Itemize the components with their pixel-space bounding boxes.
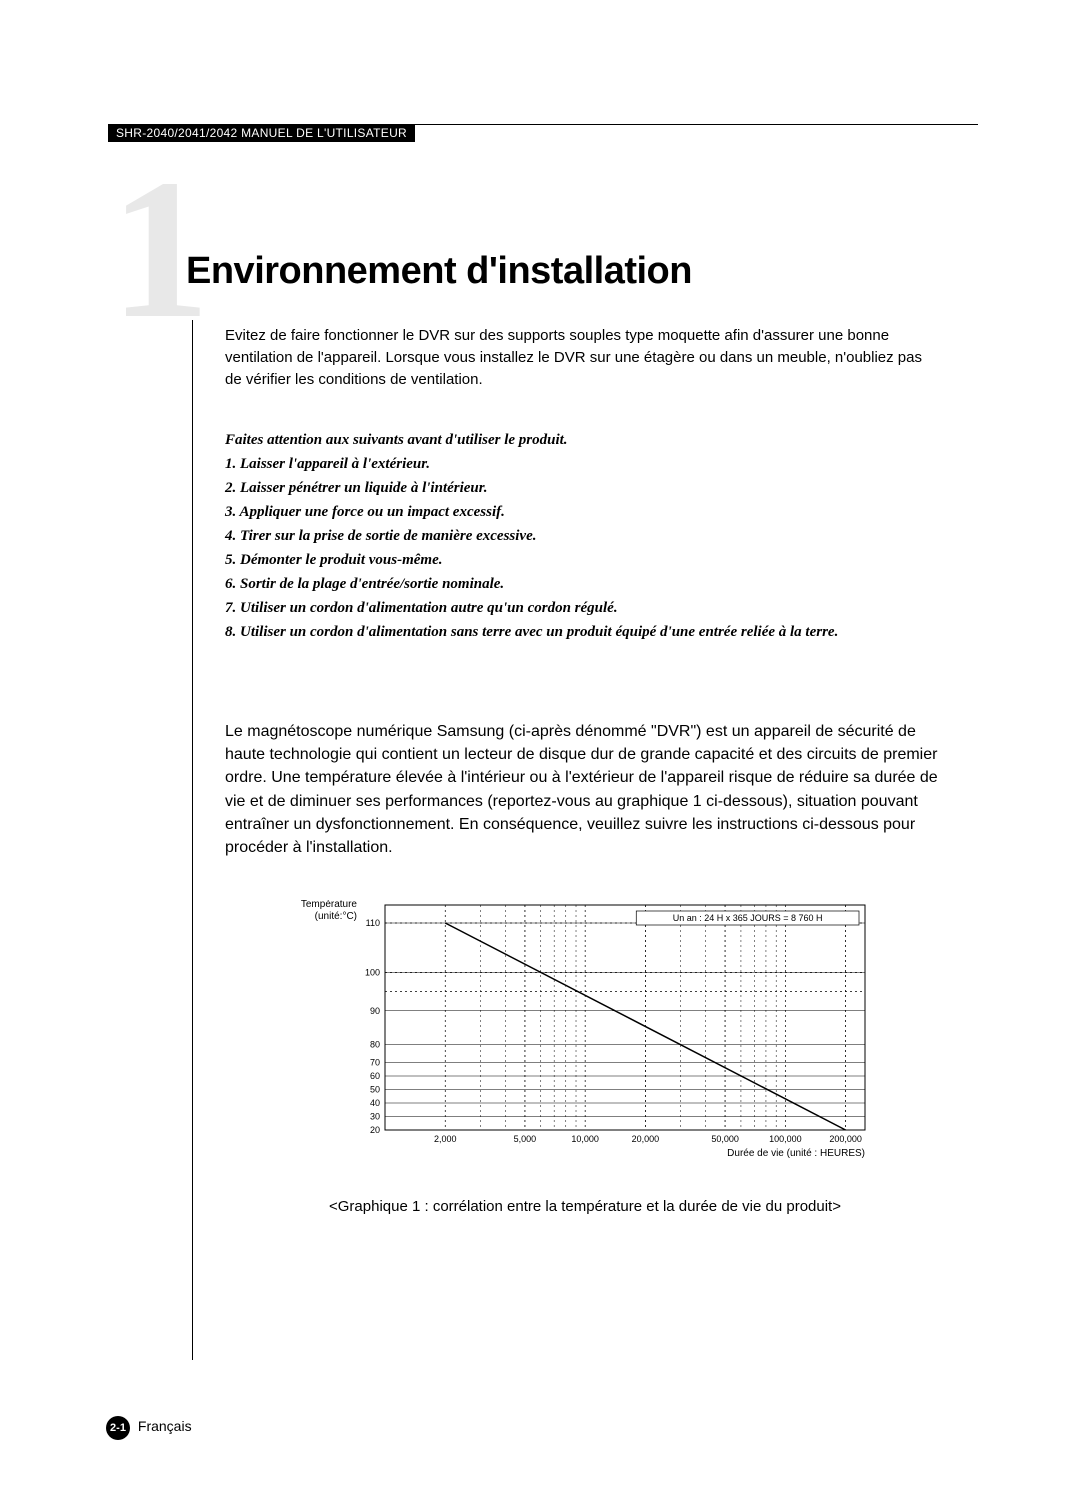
svg-text:(unité:°C): (unité:°C) — [315, 911, 357, 922]
footer-language: Français — [138, 1418, 192, 1434]
svg-text:70: 70 — [370, 1058, 380, 1068]
svg-text:110: 110 — [366, 918, 380, 928]
svg-text:20: 20 — [370, 1125, 380, 1135]
svg-text:100: 100 — [365, 968, 380, 978]
body-paragraph: Le magnétoscope numérique Samsung (ci-ap… — [225, 720, 945, 859]
svg-text:80: 80 — [370, 1040, 380, 1050]
caution-item-text: 8. Utiliser un cordon d'alimentation san… — [225, 624, 838, 640]
intro-paragraph: Evitez de faire fonctionner le DVR sur d… — [225, 325, 925, 390]
svg-text:Un an : 24 H x 365 JOURS = 8 7: Un an : 24 H x 365 JOURS = 8 760 H — [673, 913, 823, 923]
svg-text:60: 60 — [370, 1071, 380, 1081]
caution-item: 8. Utiliser un cordon d'alimentation san… — [225, 620, 945, 644]
caution-item: 1. Laisser l'appareil à l'extérieur. — [225, 452, 945, 476]
lifetime-chart: 20 30 40 50 60 70 80 90 100 110 2,000 5,000 10,000 20… — [300, 900, 870, 1160]
svg-text:20,000: 20,000 — [632, 1134, 660, 1144]
svg-text:50,000: 50,000 — [711, 1134, 739, 1144]
page: SHR-2040/2041/2042 MANUEL DE L'UTILISATE… — [0, 0, 1080, 1490]
chart-svg: 20 30 40 50 60 70 80 90 100 110 2,000 5,000 10,000 20… — [300, 900, 870, 1160]
page-number-badge: 2-1 — [106, 1416, 130, 1440]
svg-text:Température: Température — [301, 900, 358, 910]
caution-item: 7. Utiliser un cordon d'alimentation aut… — [225, 596, 945, 620]
svg-text:30: 30 — [370, 1112, 380, 1122]
svg-text:90: 90 — [370, 1006, 380, 1016]
page-footer: 2-1 Français — [106, 1416, 192, 1440]
cautions-heading: Faites attention aux suivants avant d'ut… — [225, 428, 945, 452]
svg-text:100,000: 100,000 — [769, 1134, 802, 1144]
caution-item: 2. Laisser pénétrer un liquide à l'intér… — [225, 476, 945, 500]
svg-text:40: 40 — [370, 1098, 380, 1108]
chapter-title: Environnement d'installation — [186, 250, 692, 293]
svg-text:200,000: 200,000 — [829, 1134, 862, 1144]
svg-text:50: 50 — [370, 1085, 380, 1095]
chart-caption: <Graphique 1 : corrélation entre la temp… — [225, 1198, 945, 1215]
caution-item: 4. Tirer sur la prise de sortie de maniè… — [225, 524, 945, 548]
caution-item: 3. Appliquer une force ou un impact exce… — [225, 500, 945, 524]
vertical-rule — [192, 320, 193, 1360]
cautions-block: Faites attention aux suivants avant d'ut… — [225, 428, 945, 644]
svg-text:2,000: 2,000 — [434, 1134, 457, 1144]
caution-item: 5. Démonter le produit vous-même. — [225, 548, 945, 572]
caution-item: 6. Sortir de la plage d'entrée/sortie no… — [225, 572, 945, 596]
svg-text:Durée de vie (unité : HEURES): Durée de vie (unité : HEURES) — [727, 1148, 865, 1159]
svg-text:10,000: 10,000 — [571, 1134, 599, 1144]
svg-text:5,000: 5,000 — [514, 1134, 537, 1144]
